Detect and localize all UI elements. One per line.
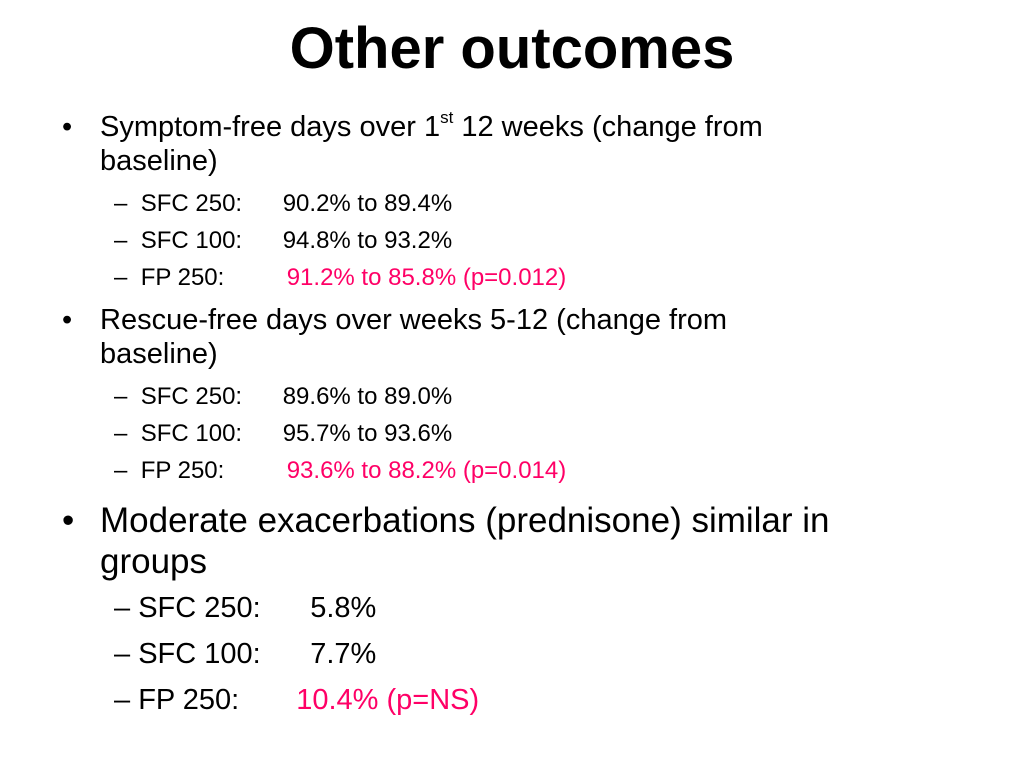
sub-item-value: 90.2% to 89.4% <box>282 190 453 217</box>
sub-item-label: FP 250: <box>138 684 240 716</box>
bullet-point: • <box>62 304 73 336</box>
heading-text-line2: baseline) <box>100 338 218 370</box>
sub-item-value: 5.8% <box>310 592 377 624</box>
sub-item-label: SFC 250: <box>140 190 243 217</box>
sub-item-fp250: – FP 250: 93.6% to 88.2% (p=0.014) <box>114 456 566 486</box>
sub-item-value-highlight: 93.6% to 88.2% (p=0.014) <box>286 457 567 484</box>
heading-text: Rescue-free days over weeks 5-12 (change… <box>100 304 728 336</box>
heading-text: Moderate exacerbations (prednisone) simi… <box>100 501 830 540</box>
sub-item-sfc100: – SFC 100: 94.8% to 93.2% <box>114 226 452 256</box>
dash-marker: – <box>114 457 128 484</box>
sub-item-label: FP 250: <box>140 264 225 291</box>
slide-title: Other outcomes <box>289 16 735 81</box>
sub-item-value: 95.7% to 93.6% <box>282 420 453 447</box>
bullet-point: • <box>62 111 73 143</box>
sub-item-fp250: – FP 250: 10.4% (p=NS) <box>114 682 479 718</box>
dash-marker: – <box>114 420 128 447</box>
heading-text-line2: baseline) <box>100 145 218 177</box>
sub-item-label: SFC 250: <box>140 383 243 410</box>
sub-item-sfc250: – SFC 250: 5.8% <box>114 590 376 626</box>
sub-item-label: SFC 100: <box>140 420 243 447</box>
dash-marker: – <box>114 383 128 410</box>
sub-item-value: 89.6% to 89.0% <box>282 383 453 410</box>
heading-text-cont: 12 weeks (change from <box>453 111 763 143</box>
sub-item-sfc100: – SFC 100: 95.7% to 93.6% <box>114 419 452 449</box>
sub-item-value-highlight: 91.2% to 85.8% (p=0.012) <box>286 264 567 291</box>
sub-item-label: FP 250: <box>140 457 225 484</box>
heading-text: Symptom-free days over 1 <box>100 111 441 143</box>
sub-item-sfc250: – SFC 250: 90.2% to 89.4% <box>114 189 452 219</box>
sub-item-sfc100: – SFC 100: 7.7% <box>114 636 376 672</box>
dash-marker: – <box>114 592 131 624</box>
dash-marker: – <box>114 638 131 670</box>
sub-item-sfc250: – SFC 250: 89.6% to 89.0% <box>114 382 452 412</box>
bullet-text: Moderate exacerbations (prednisone) simi… <box>100 500 962 582</box>
bullet-point: • <box>62 501 75 540</box>
sub-item-value: 7.7% <box>310 638 377 670</box>
sub-item-fp250: – FP 250: 91.2% to 85.8% (p=0.012) <box>114 263 566 293</box>
bullet-text: Rescue-free days over weeks 5-12 (change… <box>100 303 962 371</box>
bullet-text: Symptom-free days over 1st 12 weeks (cha… <box>100 108 962 178</box>
dash-marker: – <box>114 227 128 254</box>
bullet-moderate-exacerbations: • Moderate exacerbations (prednisone) si… <box>62 500 962 582</box>
dash-marker: – <box>114 684 131 716</box>
dash-marker: – <box>114 264 128 291</box>
sub-item-value-highlight: 10.4% (p=NS) <box>296 684 480 716</box>
dash-marker: – <box>114 190 128 217</box>
bullet-rescue-free-days: • Rescue-free days over weeks 5-12 (chan… <box>62 303 962 371</box>
superscript: st <box>440 108 454 128</box>
sub-item-label: SFC 100: <box>140 227 243 254</box>
sub-item-value: 94.8% to 93.2% <box>282 227 453 254</box>
bullet-symptom-free-days: • Symptom-free days over 1st 12 weeks (c… <box>62 108 962 178</box>
sub-item-label: SFC 250: <box>138 592 261 624</box>
heading-text-line2: groups <box>100 542 208 581</box>
sub-item-label: SFC 100: <box>138 638 261 670</box>
